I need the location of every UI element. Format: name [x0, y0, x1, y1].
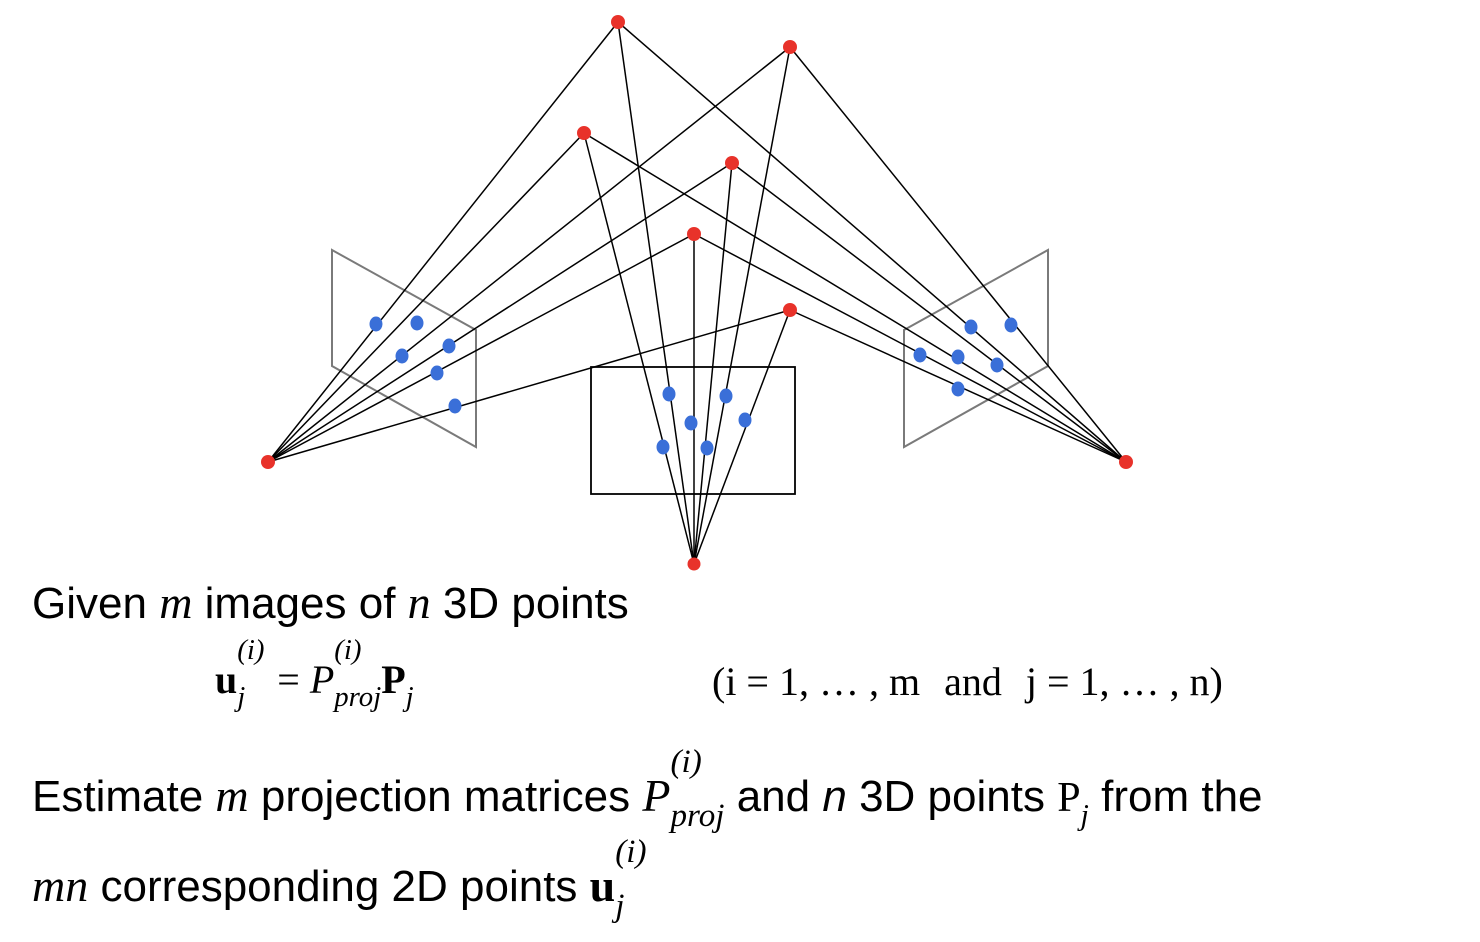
3d-point	[611, 15, 625, 29]
center-image-point	[662, 386, 676, 402]
right-image-point	[964, 319, 978, 335]
3d-point	[783, 303, 797, 317]
left-camera-rays	[267, 21, 791, 463]
left-image-plane	[331, 248, 477, 449]
left-camera-center	[261, 455, 275, 469]
center-image-point	[656, 439, 670, 455]
projection-equation: u (i) j = P (i) projPj	[215, 634, 414, 713]
3d-point	[783, 40, 797, 54]
3d-point	[725, 156, 739, 170]
n-symbol: n	[407, 577, 431, 628]
m-symbol: m	[159, 577, 193, 628]
right-camera-center	[1119, 455, 1133, 469]
center-camera-center	[687, 557, 701, 571]
left-image-point	[442, 338, 456, 354]
projected-2d-points	[369, 315, 1018, 456]
center-image-point	[719, 388, 733, 404]
left-image-point	[395, 348, 409, 364]
given-statement: Given m images of n 3D points	[32, 577, 629, 628]
right-image-point	[951, 349, 965, 365]
3d-point	[687, 227, 701, 241]
left-image-point	[410, 315, 424, 331]
center-image-point	[684, 415, 698, 431]
center-image-point	[700, 440, 714, 456]
right-image-point	[1004, 317, 1018, 333]
center-image-plane	[590, 366, 796, 495]
left-image-point	[448, 398, 462, 414]
right-image-point	[951, 381, 965, 397]
left-image-point	[369, 316, 383, 332]
multi-view-diagram	[261, 15, 1133, 571]
right-image-point	[990, 357, 1004, 373]
right-image-point	[913, 347, 927, 363]
3d-point	[577, 126, 591, 140]
center-image-point	[738, 412, 752, 428]
index-range: (i = 1, … , m and j = 1, … , n)	[712, 659, 1223, 704]
camera-centers	[261, 455, 1133, 571]
3d-points	[577, 15, 797, 317]
left-image-point	[430, 365, 444, 381]
estimate-statement: Estimate m projection matrices P (i) proj …	[32, 743, 1263, 834]
corresponding-statement: mn corresponding 2D points u (i) j	[32, 833, 647, 924]
center-camera-rays	[583, 21, 791, 565]
right-camera-rays	[583, 21, 1127, 463]
